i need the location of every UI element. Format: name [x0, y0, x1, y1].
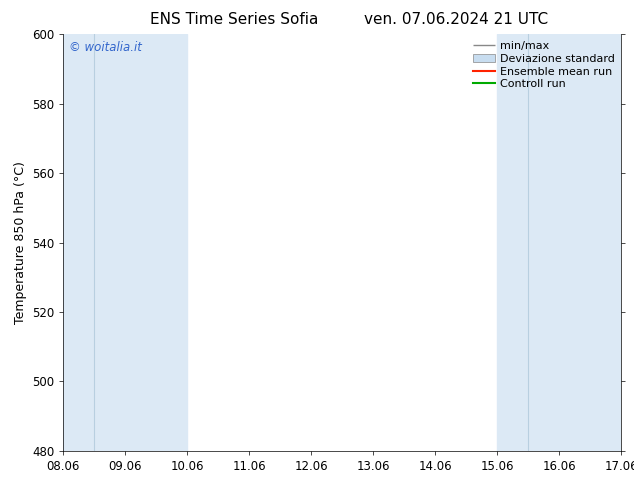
Legend: min/max, Deviazione standard, Ensemble mean run, Controll run: min/max, Deviazione standard, Ensemble m… — [469, 37, 619, 94]
Text: ENS Time Series Sofia: ENS Time Series Sofia — [150, 12, 319, 27]
Bar — [497, 34, 621, 451]
Text: © woitalia.it: © woitalia.it — [69, 41, 142, 53]
Text: ven. 07.06.2024 21 UTC: ven. 07.06.2024 21 UTC — [365, 12, 548, 27]
Bar — [63, 34, 188, 451]
Y-axis label: Temperature 850 hPa (°C): Temperature 850 hPa (°C) — [13, 161, 27, 324]
